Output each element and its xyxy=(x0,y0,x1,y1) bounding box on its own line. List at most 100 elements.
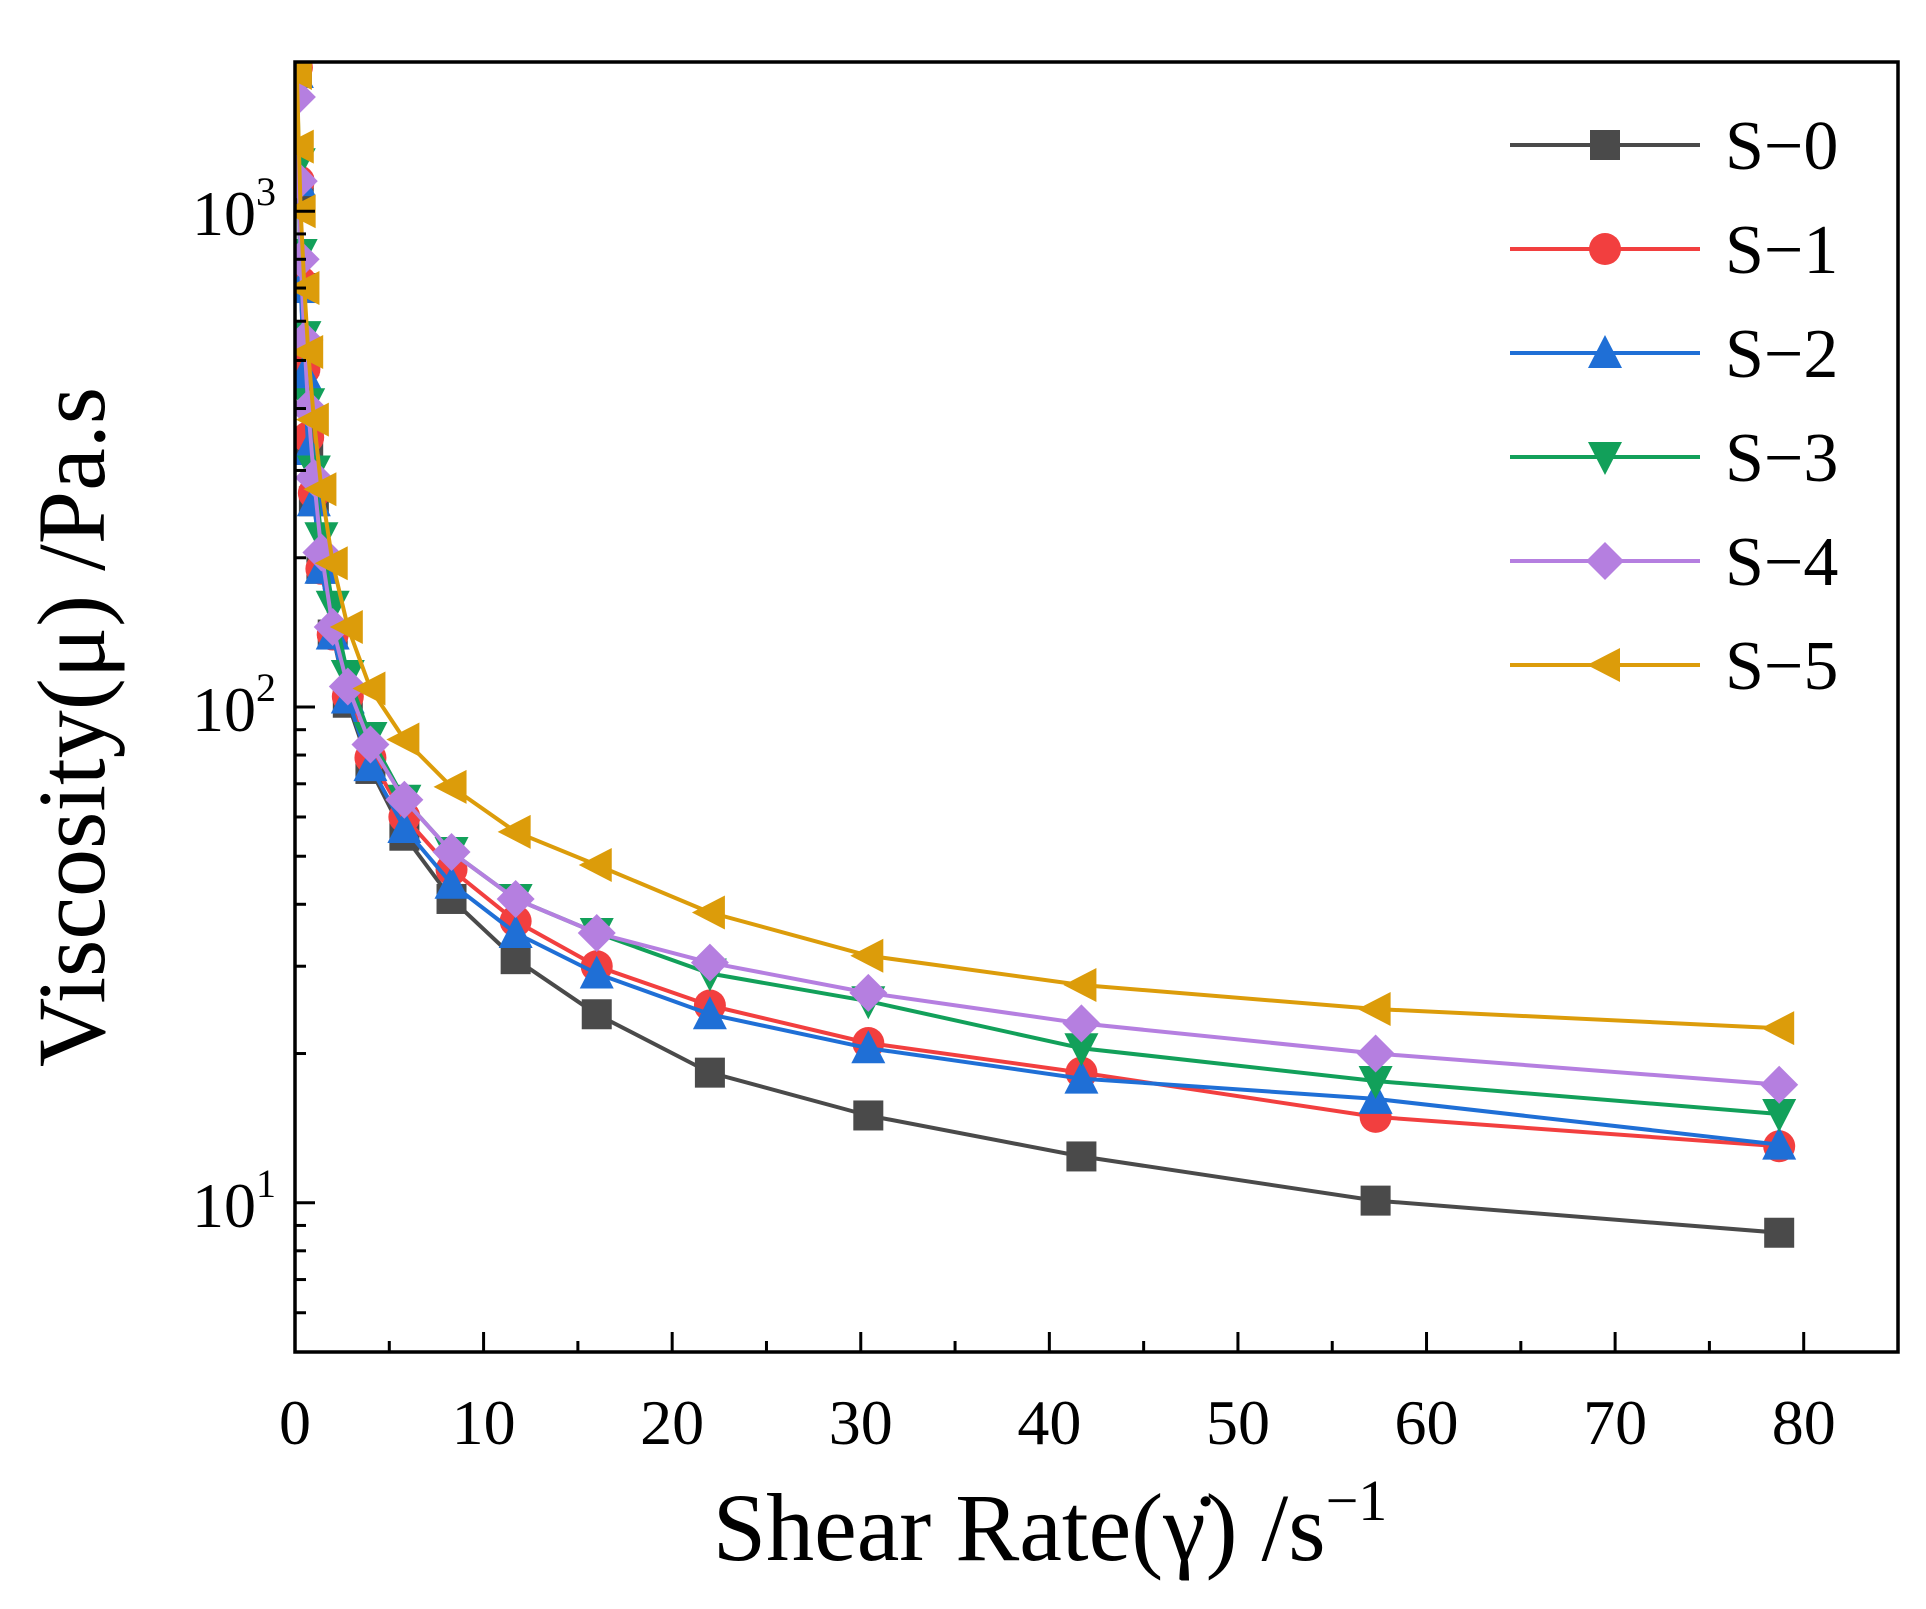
data-point xyxy=(578,848,612,883)
x-tick-label: 0 xyxy=(279,1387,311,1458)
data-point xyxy=(577,914,616,953)
data-point xyxy=(1358,1066,1393,1100)
data-point xyxy=(1760,1065,1799,1104)
data-point xyxy=(1762,1099,1797,1133)
legend-marker xyxy=(1590,130,1620,160)
y-tick-label: 102 xyxy=(192,665,276,745)
legend-item-4: S−4 xyxy=(1510,524,1838,601)
legend-marker xyxy=(1588,335,1622,368)
data-point xyxy=(1761,1011,1795,1046)
data-point xyxy=(314,546,348,581)
x-axis-title-text: Shear Rate(γ̇) /s−1 xyxy=(713,1468,1388,1581)
data-point xyxy=(1063,967,1097,1002)
data-point xyxy=(853,1100,884,1131)
data-point xyxy=(690,943,729,982)
data-point xyxy=(295,77,316,116)
data-point xyxy=(433,769,467,804)
data-point xyxy=(500,944,531,975)
x-axis-title-main: Shear Rate(γ̇) /s xyxy=(713,1474,1326,1581)
data-point xyxy=(386,722,420,757)
legend-marker xyxy=(1589,233,1621,265)
plot-area xyxy=(295,62,1799,1248)
data-point xyxy=(1356,1034,1395,1073)
data-point xyxy=(692,996,727,1030)
data-point xyxy=(303,472,337,507)
data-point xyxy=(328,667,367,706)
y-tick-label: 103 xyxy=(192,169,276,249)
y-tick-base: 10 xyxy=(192,178,256,249)
legend-marker xyxy=(1587,648,1620,682)
legend: S−0 S−1 S−2 S−3 S−4 S−5 xyxy=(1510,108,1838,705)
y-tick-base: 10 xyxy=(192,1170,256,1241)
series-line-2 xyxy=(295,72,1780,1147)
x-tick-label: 20 xyxy=(640,1387,704,1458)
data-point xyxy=(851,1030,886,1064)
legend-item-3: S−3 xyxy=(1510,420,1838,497)
series-line-1 xyxy=(295,67,1780,1149)
data-point xyxy=(1762,1126,1797,1160)
x-axis-title: Shear Rate(γ̇) /s−1 xyxy=(713,1468,1388,1581)
data-point xyxy=(849,973,888,1012)
data-point xyxy=(1066,1141,1097,1172)
data-point xyxy=(434,865,469,899)
series-group xyxy=(295,62,1799,1248)
series-2 xyxy=(295,62,1797,1160)
data-point xyxy=(432,832,471,871)
legend-label: S−5 xyxy=(1725,628,1838,705)
data-point xyxy=(694,1057,725,1088)
series-1 xyxy=(295,62,1796,1163)
data-point xyxy=(1062,1004,1101,1043)
data-point xyxy=(295,335,324,370)
data-point xyxy=(498,915,533,949)
data-point xyxy=(850,938,884,973)
y-tick-base: 10 xyxy=(192,674,256,745)
data-point xyxy=(1764,1217,1795,1248)
data-point xyxy=(295,271,320,306)
legend-label: S−3 xyxy=(1725,420,1838,497)
data-point xyxy=(351,725,390,764)
legend-item-1: S−1 xyxy=(1510,212,1838,289)
series-line-0 xyxy=(295,72,1780,1235)
data-point xyxy=(579,955,614,989)
x-tick-label: 60 xyxy=(1395,1387,1459,1458)
data-point xyxy=(1360,1185,1391,1216)
data-point xyxy=(1357,991,1391,1026)
data-point xyxy=(387,810,422,844)
data-point xyxy=(581,999,612,1030)
x-tick-label: 10 xyxy=(452,1387,516,1458)
y-axis-title: Viscosity(μ) /Pa.s xyxy=(18,387,125,1067)
legend-label: S−0 xyxy=(1725,108,1838,185)
x-tick-label: 70 xyxy=(1583,1387,1647,1458)
data-point xyxy=(352,671,386,706)
data-point xyxy=(295,129,314,164)
data-point xyxy=(353,748,388,782)
legend-marker xyxy=(1586,542,1624,580)
y-tick-exponent: 1 xyxy=(256,1161,276,1206)
series-5 xyxy=(295,62,1795,1046)
y-tick-exponent: 2 xyxy=(256,665,276,710)
data-point xyxy=(496,879,535,918)
legend-item-2: S−2 xyxy=(1510,316,1838,393)
x-tick-label: 30 xyxy=(829,1387,893,1458)
x-tick-label: 80 xyxy=(1772,1387,1836,1458)
data-point xyxy=(1064,1033,1099,1067)
data-point xyxy=(295,62,312,91)
y-tick-exponent: 3 xyxy=(256,169,276,214)
x-axis-title-superscript: −1 xyxy=(1326,1468,1388,1533)
x-tick-label: 50 xyxy=(1206,1387,1270,1458)
data-point xyxy=(385,780,424,819)
legend-marker xyxy=(1588,442,1622,475)
legend-label: S−4 xyxy=(1725,524,1838,601)
y-tick-label: 101 xyxy=(192,1161,276,1241)
data-point xyxy=(1064,1060,1099,1094)
data-point xyxy=(295,458,333,497)
data-point xyxy=(295,402,329,437)
data-point xyxy=(329,610,363,644)
legend-item-0: S−0 xyxy=(1510,108,1838,185)
data-point xyxy=(691,895,725,930)
data-point xyxy=(497,814,531,849)
legend-label: S−2 xyxy=(1725,316,1838,393)
legend-item-5: S−5 xyxy=(1510,628,1838,705)
